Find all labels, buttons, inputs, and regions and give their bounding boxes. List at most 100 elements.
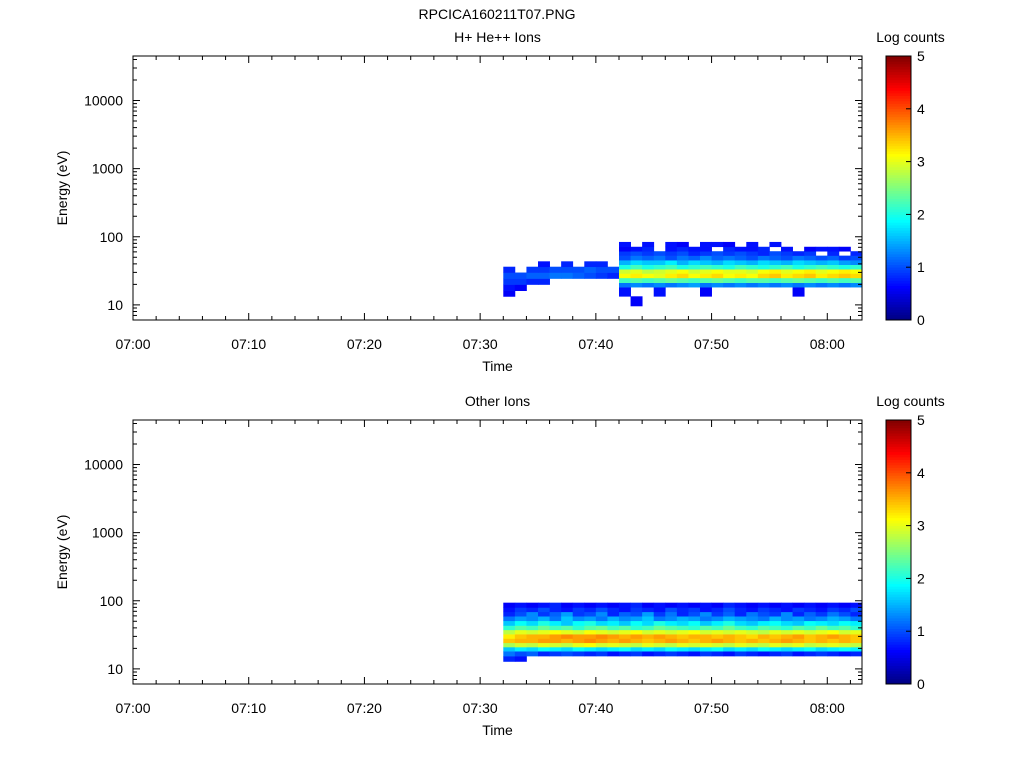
spectrogram-cell	[746, 246, 759, 252]
spectrogram-cell	[746, 264, 759, 270]
spectrogram-cell	[538, 651, 550, 657]
x-tick-label: 07:50	[694, 336, 729, 352]
spectrogram-cell	[757, 620, 770, 626]
spectrogram-cell	[630, 634, 643, 639]
spectrogram-cell	[619, 260, 631, 265]
colorbar-swatch	[886, 509, 911, 513]
spectrogram-cell	[827, 616, 840, 622]
spectrogram-cell	[503, 642, 516, 648]
spectrogram-cell	[595, 634, 608, 639]
y-tick-label: 100	[100, 593, 124, 609]
spectrogram-cell	[700, 616, 712, 622]
y-tick-label: 10	[107, 297, 123, 313]
spectrogram-cell	[676, 277, 689, 283]
colorbar-swatch	[886, 573, 911, 577]
spectrogram-cell	[838, 602, 851, 608]
spectrogram-cell	[630, 269, 643, 274]
colorbar-swatch	[886, 177, 911, 181]
spectrogram-cell	[757, 629, 770, 635]
spectrogram-cell	[815, 607, 828, 613]
colorbar-swatch	[886, 63, 911, 67]
spectrogram-cell	[827, 647, 840, 652]
spectrogram-cell	[781, 647, 793, 652]
spectrogram-cell	[595, 602, 608, 608]
spectrogram-cell	[676, 634, 689, 639]
spectrogram-cell	[642, 246, 655, 252]
spectrogram-cell	[734, 616, 747, 622]
colorbar-swatch	[886, 599, 911, 603]
spectrogram-cell	[781, 264, 793, 270]
spectrogram-cell	[619, 602, 631, 608]
spectrogram-cell	[723, 246, 736, 252]
spectrogram-cell	[549, 642, 562, 648]
spectrogram-cells	[503, 241, 863, 307]
colorbar-swatch	[886, 267, 911, 271]
spectrogram-cell	[850, 607, 863, 613]
spectrogram-cell	[827, 629, 840, 635]
spectrogram-cell	[595, 629, 608, 635]
spectrogram-cell	[642, 634, 655, 639]
spectrogram-cell	[595, 611, 608, 617]
colorbar-swatch	[886, 201, 911, 205]
spectrogram-cell	[526, 625, 539, 631]
spectrogram-cell	[781, 611, 793, 617]
spectrogram-cell	[746, 629, 759, 635]
colorbar-swatch	[886, 420, 911, 424]
spectrogram-cell	[665, 277, 678, 283]
spectrogram-cell	[804, 607, 817, 613]
spectrogram-cell	[792, 647, 805, 652]
spectrogram-cell	[503, 272, 516, 279]
plot-frame	[132, 55, 863, 321]
spectrogram-cell	[827, 607, 840, 613]
spectrogram-cell	[503, 284, 516, 291]
colorbar-swatch	[886, 293, 911, 297]
colorbar-swatch	[886, 470, 911, 474]
colorbar-swatch	[886, 507, 911, 511]
colorbar-swatch	[886, 227, 911, 231]
spectrogram-cell	[630, 246, 643, 252]
colorbar-swatch	[886, 467, 911, 471]
colorbar-swatch	[886, 243, 911, 247]
spectrogram-cell	[676, 638, 689, 644]
colorbar-swatch	[886, 85, 911, 89]
colorbar-swatch	[886, 158, 911, 162]
spectrogram-cell	[711, 642, 724, 648]
colorbar-tick-label: 4	[917, 465, 925, 481]
colorbar-swatch	[886, 430, 911, 434]
spectrogram-cell	[549, 629, 562, 635]
colorbar-swatch	[886, 633, 911, 637]
spectrogram-cell	[815, 255, 828, 261]
spectrogram-cell	[549, 634, 562, 639]
colorbar-swatch	[886, 77, 911, 81]
y-tick-label: 10	[107, 661, 123, 677]
x-tick-label: 07:20	[347, 336, 382, 352]
spectrogram-cell	[619, 287, 631, 297]
spectrogram-cell	[595, 642, 608, 648]
spectrogram-cell	[838, 607, 851, 613]
spectrogram-cell	[607, 629, 620, 635]
colorbar-tick-label: 2	[917, 206, 925, 222]
spectrogram-cell	[769, 634, 782, 639]
spectrogram-cell	[838, 277, 851, 283]
spectrogram-cell	[653, 282, 666, 288]
spectrogram-cell	[514, 629, 527, 635]
spectrogram-cell	[538, 278, 550, 285]
panel-title: Other Ions	[465, 393, 530, 409]
spectrogram-cell	[630, 296, 643, 307]
spectrogram-cell	[804, 620, 817, 626]
spectrogram-cell	[827, 642, 840, 648]
spectrogram-cell	[514, 620, 527, 626]
colorbar-swatch	[886, 185, 911, 189]
spectrogram-cell	[850, 638, 863, 644]
spectrogram-cell	[700, 255, 712, 261]
spectrogram-cell	[526, 647, 539, 652]
colorbar-swatch	[886, 61, 911, 65]
colorbar-swatch	[886, 314, 911, 318]
spectrogram-cell	[850, 260, 863, 265]
colorbar-tick-label: 5	[917, 412, 925, 428]
colorbar-swatch	[886, 644, 911, 648]
spectrogram-cell	[688, 251, 701, 256]
colorbar-swatch	[886, 309, 911, 313]
spectrogram-cell	[572, 629, 585, 635]
